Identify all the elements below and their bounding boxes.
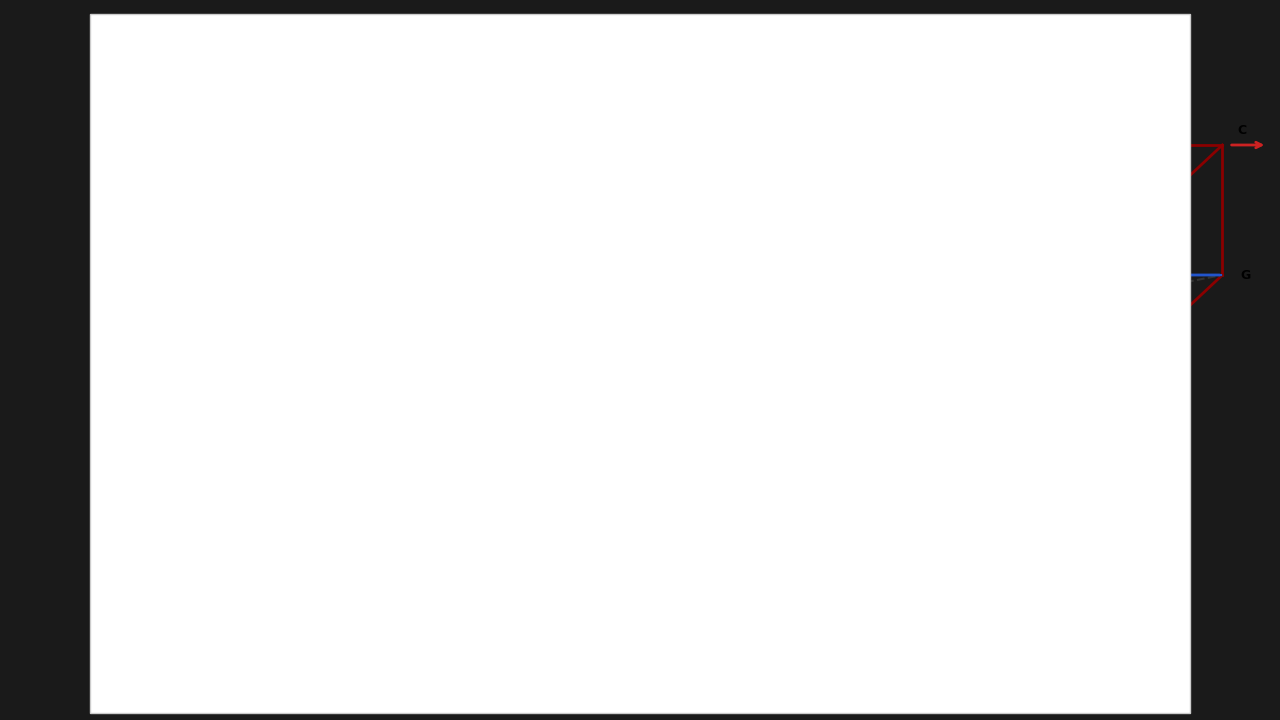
Text: Perpendicular Postulate: Perpendicular Postulate — [173, 490, 372, 505]
Text: pairs of Lines and Angles: pairs of Lines and Angles — [463, 15, 689, 33]
Text: •  A pair of parallel lines: • A pair of parallel lines — [141, 180, 319, 195]
Text: Name:: Name: — [128, 155, 178, 170]
Text: •  A pair of parallel planes: • A pair of parallel planes — [141, 244, 333, 259]
Text: there exists exactly one line parallel to the given: there exists exactly one line parallel t… — [256, 422, 631, 437]
Text: A: A — [882, 187, 892, 200]
Text: AB: AB — [454, 198, 484, 217]
Text: •: • — [141, 490, 159, 505]
Text: C: C — [1238, 124, 1247, 137]
Text: F: F — [1059, 264, 1068, 276]
Text: D: D — [1171, 187, 1181, 200]
Text: •  A pair of skew lines: • A pair of skew lines — [141, 212, 301, 227]
Text: E: E — [896, 347, 904, 360]
Text: G: G — [1240, 269, 1251, 282]
Text: ↔↔: ↔↔ — [467, 165, 490, 179]
Text: AB ⊥ AE: AB ⊥ AE — [458, 290, 541, 308]
Text: •: • — [141, 392, 159, 407]
Text: •  A pair of perpendicular lines: • A pair of perpendicular lines — [141, 276, 366, 291]
Text: angle    (same plane): angle (same plane) — [550, 78, 727, 96]
Text: AB // CD: AB // CD — [454, 182, 543, 201]
Text: –: – — [381, 392, 398, 407]
Text: line and through the given    point: line and through the given point — [256, 455, 517, 470]
Text: B: B — [968, 120, 978, 133]
Text: 2 Postulates: 2 Postulates — [128, 355, 244, 373]
Text: H: H — [1171, 345, 1181, 358]
Text: Example #1:: Example #1: — [128, 130, 233, 145]
Text: given a line and a point not on that line,: given a line and a point not on that lin… — [407, 390, 714, 405]
Text: ,: , — [499, 198, 518, 217]
Text: Parallel Postulate: Parallel Postulate — [173, 392, 319, 407]
Text: –: – — [451, 490, 462, 505]
Text: Plane ABC // plane EFH: Plane ABC // plane EFH — [451, 230, 626, 245]
Text: lines that intersect to form a right: lines that intersect to form a right — [493, 52, 774, 70]
Text: AB ⊥ BC: AB ⊥ BC — [458, 260, 541, 278]
Text: EH: EH — [518, 198, 548, 217]
Text: •  Perpendicular lines –: • Perpendicular lines – — [128, 55, 310, 70]
